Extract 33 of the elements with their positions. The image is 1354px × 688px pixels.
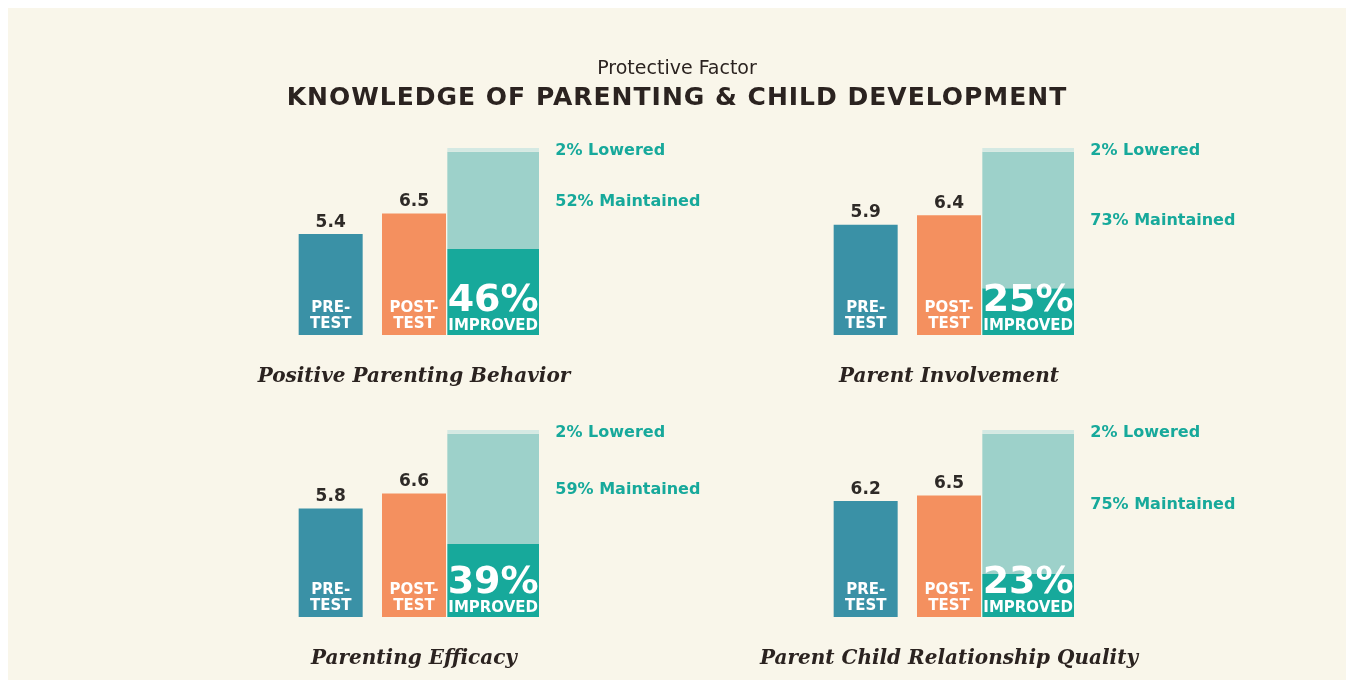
x-tick-label: PRE-TEST bbox=[309, 298, 353, 332]
text: 75% Maintained bbox=[1090, 494, 1236, 514]
text: 59% Maintained bbox=[555, 479, 701, 499]
text: KNOWLEDGE OF PARENTING & CHILD DEVELOPMENT bbox=[285, 82, 1069, 111]
x-tick-label: PRE-TEST bbox=[309, 580, 353, 614]
text: 2% Lowered bbox=[1090, 422, 1201, 442]
data-label: 25% IMPROVED bbox=[982, 276, 1074, 334]
data-label: 6.5 bbox=[398, 189, 430, 210]
data-label: 6.6 bbox=[398, 470, 430, 491]
text: 2% Lowered bbox=[555, 140, 666, 160]
data-label: 5.8 bbox=[315, 485, 346, 506]
x-tick-label: PRE-TEST bbox=[844, 298, 888, 332]
data-label: 5.4 bbox=[315, 210, 346, 231]
text: 2% Lowered bbox=[1090, 140, 1201, 160]
x-tick-label: PRE-TEST bbox=[844, 580, 888, 614]
data-label: 39% IMPROVED bbox=[447, 558, 539, 616]
x-axis-title: Parent Involvement bbox=[838, 363, 1060, 387]
data-label: 46% IMPROVED bbox=[447, 276, 539, 334]
x-tick-label: POST-TEST bbox=[389, 580, 439, 614]
text: Protective Factor bbox=[596, 56, 758, 78]
x-tick-label: POST-TEST bbox=[389, 298, 439, 332]
text: 2% Lowered bbox=[555, 422, 666, 442]
data-label: 6.4 bbox=[933, 191, 965, 212]
text: 52% Maintained bbox=[555, 190, 701, 210]
data-label: 5.9 bbox=[850, 201, 881, 222]
x-tick-label: POST-TEST bbox=[924, 580, 974, 614]
x-axis-title: Positive Parenting Behavior bbox=[256, 363, 572, 387]
text: 73% Maintained bbox=[1090, 210, 1236, 230]
x-tick-label: POST-TEST bbox=[924, 298, 974, 332]
data-label: 6.5 bbox=[933, 471, 965, 492]
x-axis-title: Parenting Efficacy bbox=[310, 645, 519, 669]
data-label: 6.2 bbox=[850, 477, 881, 498]
x-axis-title: Parent Child Relationship Quality bbox=[758, 645, 1140, 669]
